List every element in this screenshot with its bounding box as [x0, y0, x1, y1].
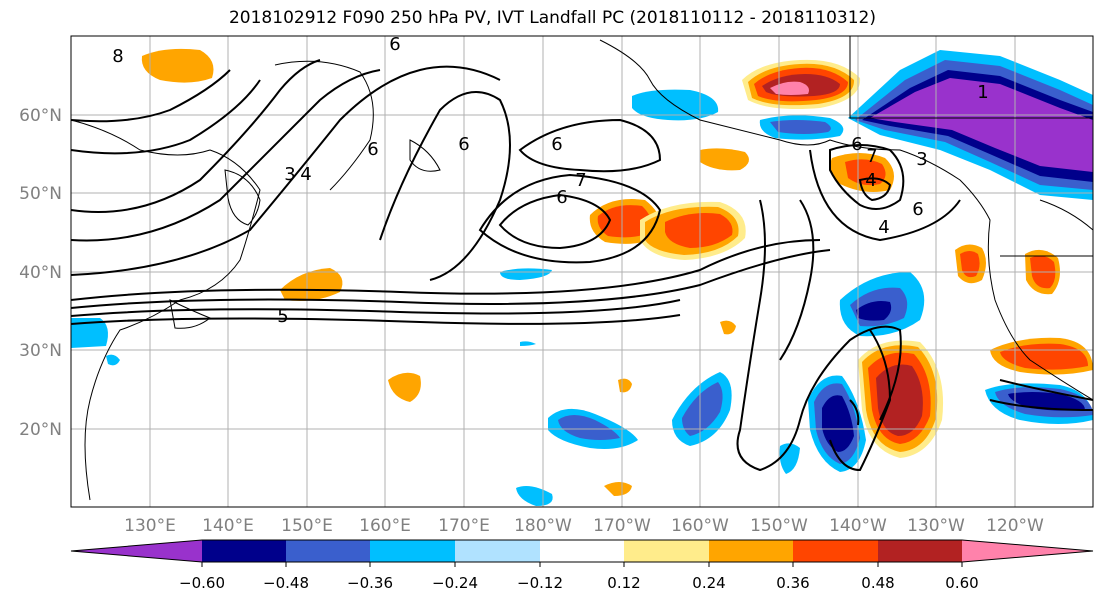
- colorbar-tick-label: 0.12: [607, 574, 640, 592]
- contour-label: 4: [300, 164, 311, 185]
- negative-anomaly-region: [632, 89, 719, 121]
- colorbar-tick-label: −0.24: [432, 574, 478, 592]
- contour-label: 8: [112, 46, 123, 67]
- latitude-label: 40°N: [19, 263, 62, 283]
- contour-label: 7: [575, 170, 586, 191]
- contour-label: 6: [556, 187, 567, 208]
- colorbar-swatch: [962, 540, 1093, 562]
- negative-anomaly-region: [770, 120, 831, 134]
- contour-label: 6: [367, 139, 378, 160]
- positive-anomaly-region: [960, 251, 980, 278]
- negative-anomaly-region: [106, 354, 120, 366]
- latitude-labels: 60°N 50°N 40°N 30°N 20°N: [19, 106, 62, 440]
- colorbar-tick-label: −0.48: [263, 574, 309, 592]
- ivt-shading-layer: [71, 48, 1093, 506]
- colorbar-swatch: [286, 540, 370, 562]
- longitude-label: 150°E: [281, 516, 333, 536]
- longitude-label: 140°E: [202, 516, 254, 536]
- colorbar-swatch: [455, 540, 540, 562]
- positive-anomaly-region: [388, 372, 421, 402]
- map-frame: [70, 35, 1094, 508]
- contour-label: 6: [912, 199, 923, 220]
- coastline-layer: [71, 36, 1093, 501]
- positive-anomaly-region: [876, 364, 923, 436]
- negative-anomaly-region: [71, 318, 108, 348]
- colorbar-swatch: [202, 540, 286, 562]
- colorbar-swatch: [878, 540, 962, 562]
- colorbar-swatch: [71, 540, 202, 562]
- colorbar-swatch: [540, 540, 624, 562]
- contour-label: 3: [916, 149, 927, 170]
- latitude-label: 60°N: [19, 106, 62, 126]
- graticule: [71, 36, 1093, 507]
- map-title: 2018102912 F090 250 hPa PV, IVT Landfall…: [228, 8, 876, 28]
- longitude-label: 160°E: [359, 516, 411, 536]
- pv-contour-layer: [71, 59, 1093, 472]
- positive-anomaly-region: [141, 48, 214, 83]
- contour-label: 3: [284, 164, 295, 185]
- longitude-label: 130°E: [124, 516, 176, 536]
- positive-anomaly-region: [604, 482, 632, 496]
- contour-label: 4: [878, 217, 889, 238]
- colorbar-tick-label: −0.60: [179, 574, 225, 592]
- contour-label: 4: [865, 170, 876, 191]
- longitude-label: 140°W: [829, 516, 887, 536]
- positive-anomaly-region: [280, 268, 343, 301]
- positive-anomaly-region: [665, 213, 733, 248]
- negative-anomaly-region: [856, 301, 892, 321]
- positive-anomaly-region: [597, 205, 652, 238]
- negative-anomaly-region: [558, 415, 620, 440]
- longitude-label: 160°W: [671, 516, 729, 536]
- latitude-label: 20°N: [19, 420, 62, 440]
- colorbar-tick-label: −0.12: [517, 574, 563, 592]
- negative-anomaly-region: [822, 395, 854, 452]
- negative-anomaly-region: [779, 443, 800, 474]
- contour-label: 6: [389, 34, 400, 55]
- negative-anomaly-region: [870, 78, 1093, 172]
- latitude-label: 50°N: [19, 184, 62, 204]
- colorbar-swatch: [370, 540, 455, 562]
- negative-anomaly-region: [682, 382, 723, 436]
- positive-anomaly-region: [770, 81, 809, 95]
- contour-label: 5: [277, 306, 288, 327]
- positive-anomaly-region: [500, 268, 552, 280]
- longitude-label: 150°W: [750, 516, 808, 536]
- contour-label: 1: [977, 82, 988, 103]
- colorbar-tick-label: 0.60: [945, 574, 978, 592]
- colorbar-tick-label: 0.36: [776, 574, 809, 592]
- longitude-label: 130°W: [907, 516, 965, 536]
- contour-label: 6: [851, 134, 862, 155]
- colorbar-swatch: [793, 540, 878, 562]
- latitude-label: 30°N: [19, 341, 62, 361]
- contour-label: 6: [458, 134, 469, 155]
- colorbar-tick-label: 0.24: [692, 574, 725, 592]
- longitude-label: 120°W: [986, 516, 1044, 536]
- colorbar-swatch: [624, 540, 709, 562]
- colorbar-tick-label: 0.48: [861, 574, 894, 592]
- positive-anomaly-region: [720, 320, 736, 335]
- longitude-label: 180°W: [514, 516, 572, 536]
- longitude-label: 170°W: [593, 516, 651, 536]
- positive-anomaly-region: [700, 148, 749, 171]
- longitude-labels: 130°E 140°E 150°E 160°E 170°E 180°W 170°W 160°W…: [124, 516, 1044, 536]
- colorbar-swatch: [709, 540, 793, 562]
- negative-anomaly-region: [520, 341, 536, 346]
- longitude-label: 170°E: [438, 516, 490, 536]
- contour-label: 6: [551, 134, 562, 155]
- contour-label: 7: [866, 146, 877, 167]
- colorbar-tick-label: −0.36: [347, 574, 393, 592]
